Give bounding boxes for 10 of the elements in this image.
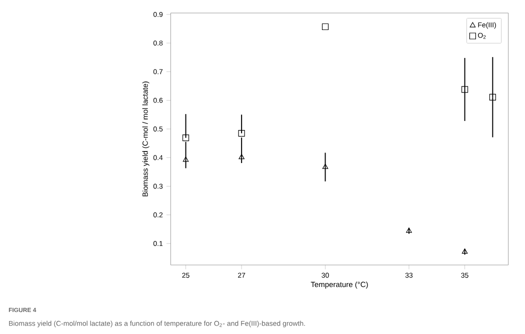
point [238,130,245,137]
point [238,154,244,160]
point [322,164,328,169]
point [322,23,329,30]
point [489,94,496,100]
point [462,248,468,254]
point [461,86,468,93]
point [182,156,189,162]
point [406,228,412,233]
point [182,134,190,142]
